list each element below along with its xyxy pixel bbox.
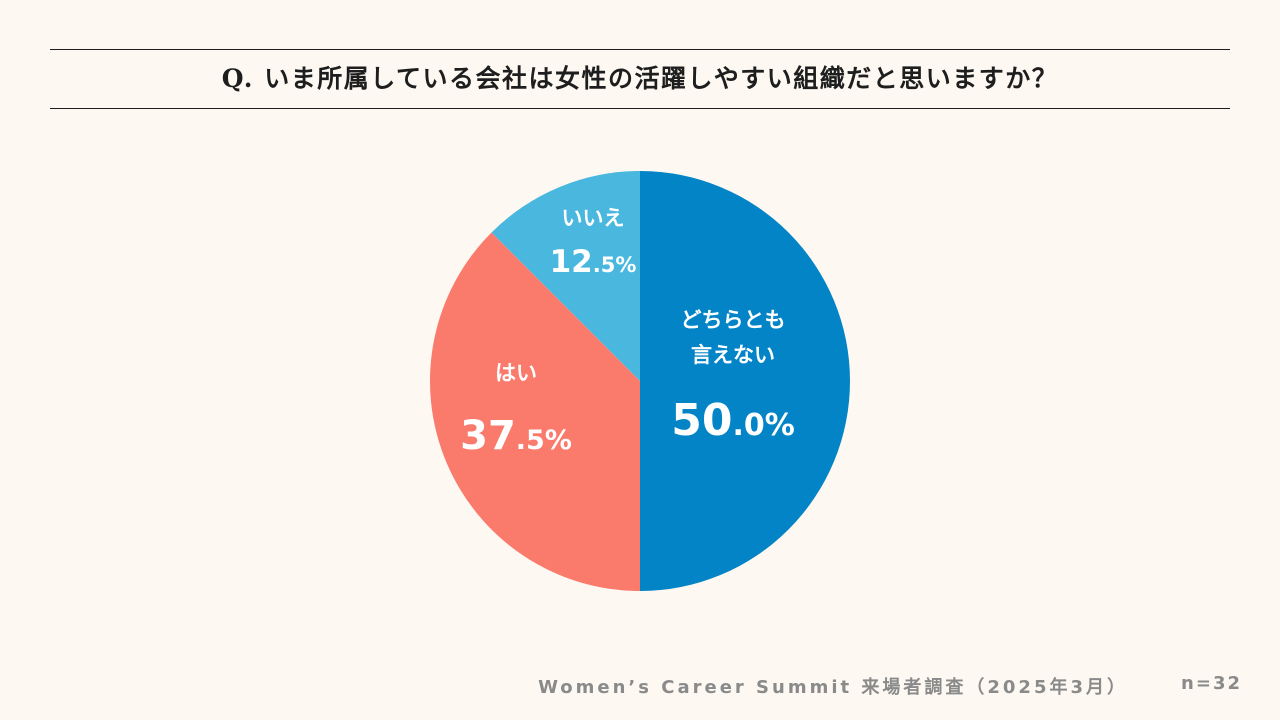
slice-label: はい [495, 361, 537, 385]
title-bottom-rule [50, 108, 1230, 109]
slice-label: 言えない [691, 343, 775, 367]
pie-slice [429, 232, 640, 591]
pie-slice [491, 171, 640, 381]
survey-source: Women’s Career Summit 来場者調査（2025年3月） [538, 677, 1128, 698]
slice-label: いいえ [562, 206, 625, 230]
slice-value-label: 50.0% [671, 395, 795, 446]
pie-slice [640, 171, 850, 591]
slice-value-label: 37.5% [460, 413, 572, 459]
sample-size: n=32 [1181, 673, 1242, 694]
slice-label: どちらとも [681, 308, 786, 332]
slice-value-label: 12.5% [550, 244, 637, 280]
question-title: Q. いま所属している会社は女性の活躍しやすい組織だと思いますか？ [221, 64, 1059, 93]
title-top-rule [50, 49, 1230, 50]
